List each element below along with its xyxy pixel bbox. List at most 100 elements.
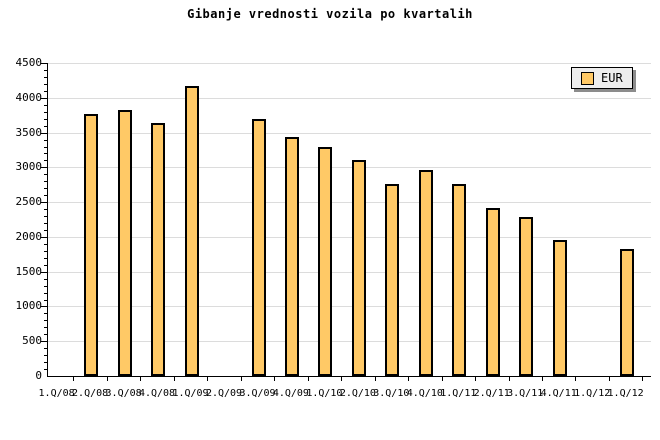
bar — [318, 147, 333, 376]
y-minor-tick — [44, 70, 47, 71]
y-minor-tick — [44, 285, 47, 287]
y-minor-tick — [44, 90, 47, 92]
y-axis-label: 1000 — [15, 299, 43, 313]
y-minor-tick — [44, 209, 47, 211]
x-axis-label: 1.Q/10 — [306, 388, 343, 399]
legend-swatch-icon — [581, 71, 594, 85]
legend-label: EUR — [601, 71, 623, 85]
bar — [519, 216, 534, 376]
bar — [151, 122, 165, 376]
y-minor-tick — [44, 104, 47, 106]
y-minor-tick — [44, 320, 47, 322]
legend: EUR — [571, 67, 633, 89]
x-axis-tick — [307, 377, 309, 381]
x-axis-label: 4.Q/11 — [540, 388, 577, 399]
x-axis-tick — [173, 377, 175, 381]
bar — [619, 248, 634, 376]
y-axis-label: 2000 — [15, 229, 43, 243]
y-minor-tick — [44, 125, 47, 127]
bar — [84, 113, 99, 376]
y-minor-tick — [44, 83, 47, 85]
x-axis-tick — [508, 377, 510, 381]
y-minor-tick — [44, 229, 47, 231]
y-minor-tick — [44, 153, 47, 155]
x-axis-tick — [441, 377, 443, 381]
y-minor-tick — [44, 334, 47, 336]
x-axis-label: 4.Q/08 — [138, 388, 176, 399]
y-minor-tick — [44, 362, 47, 364]
x-axis-label: 3.Q/10 — [373, 388, 410, 399]
x-axis-label: 2.Q/10 — [339, 388, 376, 399]
x-axis-tick — [575, 377, 577, 381]
y-axis-label: 3500 — [15, 125, 43, 139]
bar — [184, 86, 199, 376]
y-minor-tick — [44, 174, 47, 176]
y-minor-tick — [44, 111, 47, 113]
bar — [117, 109, 132, 376]
y-axis-label: 3000 — [15, 160, 43, 174]
y-major-tick — [41, 63, 47, 64]
chart-title: Gibanje vrednosti vozila po kvartalih — [187, 7, 473, 21]
x-axis-label: 2.Q/11 — [473, 388, 510, 399]
y-minor-tick — [44, 313, 47, 315]
y-minor-tick — [44, 118, 47, 120]
x-axis-tick — [408, 377, 410, 381]
gridline — [48, 271, 651, 273]
x-axis-tick — [140, 377, 142, 381]
bar — [452, 184, 467, 376]
x-axis-label: 1.Q/12 — [574, 388, 611, 399]
gridline — [48, 63, 651, 64]
y-major-tick — [41, 167, 47, 169]
y-minor-tick — [44, 146, 47, 148]
y-minor-tick — [44, 299, 47, 301]
bar — [251, 118, 266, 376]
y-axis-label: 4000 — [15, 90, 43, 104]
y-axis-label: 2500 — [15, 195, 43, 209]
x-axis-label: 4.Q/09 — [272, 388, 309, 399]
bar — [552, 240, 567, 376]
gridline — [48, 132, 651, 134]
x-axis-label: 3.Q/09 — [239, 388, 276, 399]
y-axis-label: 0 — [35, 369, 42, 382]
y-minor-tick — [44, 355, 47, 357]
x-axis-label: 3.Q/08 — [105, 388, 142, 399]
x-axis-tick — [475, 377, 476, 381]
y-major-tick — [41, 236, 47, 238]
y-axis-label: 1500 — [15, 264, 43, 278]
y-major-tick — [41, 271, 47, 273]
y-axis-label: 500 — [22, 334, 42, 348]
y-minor-tick — [44, 139, 47, 141]
y-minor-tick — [44, 76, 47, 78]
x-axis-label: 1.Q/11 — [440, 388, 477, 399]
bar — [284, 136, 299, 376]
gridline — [48, 202, 651, 204]
plot-area — [47, 63, 651, 377]
x-axis-label: 1.Q/08 — [38, 388, 75, 399]
x-axis-tick — [73, 377, 75, 381]
y-minor-tick — [44, 327, 47, 329]
y-minor-tick — [44, 243, 47, 245]
y-minor-tick — [44, 188, 47, 190]
gridline — [48, 306, 651, 308]
y-major-tick — [41, 341, 47, 343]
gridline — [48, 236, 651, 238]
y-minor-tick — [44, 278, 47, 280]
x-axis-tick — [274, 377, 276, 381]
bar — [418, 170, 433, 376]
x-axis-label: 4.Q/10 — [406, 388, 443, 399]
y-major-tick — [41, 202, 47, 204]
x-axis-label: 1.Q/09 — [172, 388, 209, 399]
gridline — [48, 341, 651, 343]
y-minor-tick — [44, 195, 47, 197]
x-axis-label: 2.Q/09 — [205, 388, 243, 399]
y-minor-tick — [44, 223, 47, 224]
y-axis-label: 4500 — [15, 56, 43, 69]
y-minor-tick — [44, 216, 47, 217]
y-minor-tick — [44, 264, 47, 266]
bar — [351, 159, 366, 376]
y-minor-tick — [44, 348, 47, 350]
x-axis-label: 2.Q/08 — [72, 388, 109, 399]
x-axis-tick — [240, 377, 242, 381]
x-axis-label: 1.Q/12 — [607, 388, 644, 399]
